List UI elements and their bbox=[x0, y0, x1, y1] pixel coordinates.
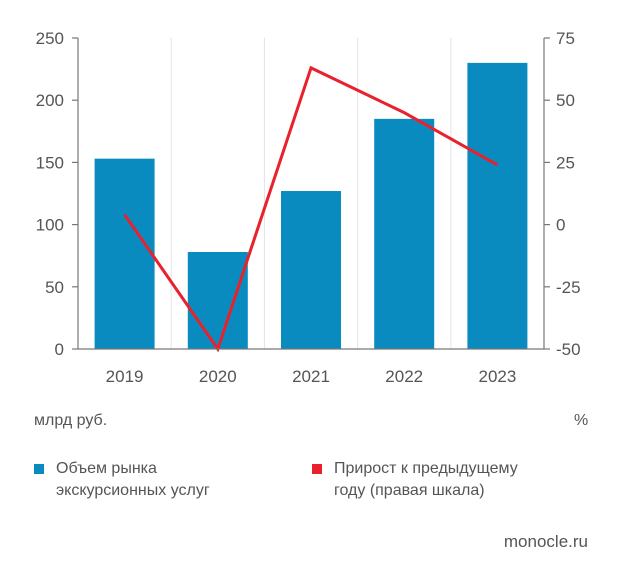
bar bbox=[281, 191, 341, 349]
bar bbox=[187, 251, 248, 349]
left-tick-label: 0 bbox=[55, 340, 64, 359]
x-tick-label: 2023 bbox=[478, 367, 516, 386]
left-axis-ticks: 0 50 100 150 200 250 bbox=[36, 29, 78, 359]
bar-series bbox=[94, 62, 528, 349]
left-tick-label: 250 bbox=[36, 29, 64, 48]
right-tick-label: 0 bbox=[556, 216, 565, 235]
right-tick-label: 50 bbox=[556, 91, 575, 110]
legend-label-bars: Объем рынка экскурсионных услуг bbox=[56, 460, 210, 499]
left-tick-label: 50 bbox=[45, 278, 64, 297]
x-axis-ticks: 2019 2020 2021 2022 2023 bbox=[106, 367, 517, 386]
right-axis-ticks: -50 -25 0 25 50 75 bbox=[544, 29, 581, 359]
legend-swatch-line bbox=[312, 464, 322, 474]
legend-item-line: Прирост к предыдущему году (правая шкала… bbox=[312, 458, 544, 502]
bar bbox=[374, 118, 435, 349]
source-label: monocle.ru bbox=[503, 532, 588, 551]
right-axis-unit: % bbox=[574, 412, 589, 429]
bar bbox=[467, 62, 528, 349]
right-tick-label: -25 bbox=[556, 278, 581, 297]
right-tick-label: -50 bbox=[556, 340, 581, 359]
bar bbox=[94, 158, 155, 349]
x-tick-label: 2021 bbox=[292, 367, 330, 386]
legend-item-bars: Объем рынка экскурсионных услуг bbox=[34, 458, 266, 502]
right-tick-label: 25 bbox=[556, 153, 575, 172]
legend-label-line: Прирост к предыдущему году (правая шкала… bbox=[334, 460, 518, 499]
left-tick-label: 200 bbox=[36, 91, 64, 110]
line-series bbox=[123, 65, 499, 353]
x-tick-label: 2022 bbox=[385, 367, 423, 386]
left-tick-label: 100 bbox=[36, 216, 64, 235]
x-tick-label: 2020 bbox=[199, 367, 237, 386]
x-tick-label: 2019 bbox=[106, 367, 144, 386]
axes bbox=[77, 38, 545, 350]
left-tick-label: 150 bbox=[36, 153, 64, 172]
right-tick-label: 75 bbox=[556, 29, 575, 48]
left-axis-unit: млрд руб. bbox=[34, 412, 108, 429]
legend-swatch-bars bbox=[34, 464, 44, 474]
